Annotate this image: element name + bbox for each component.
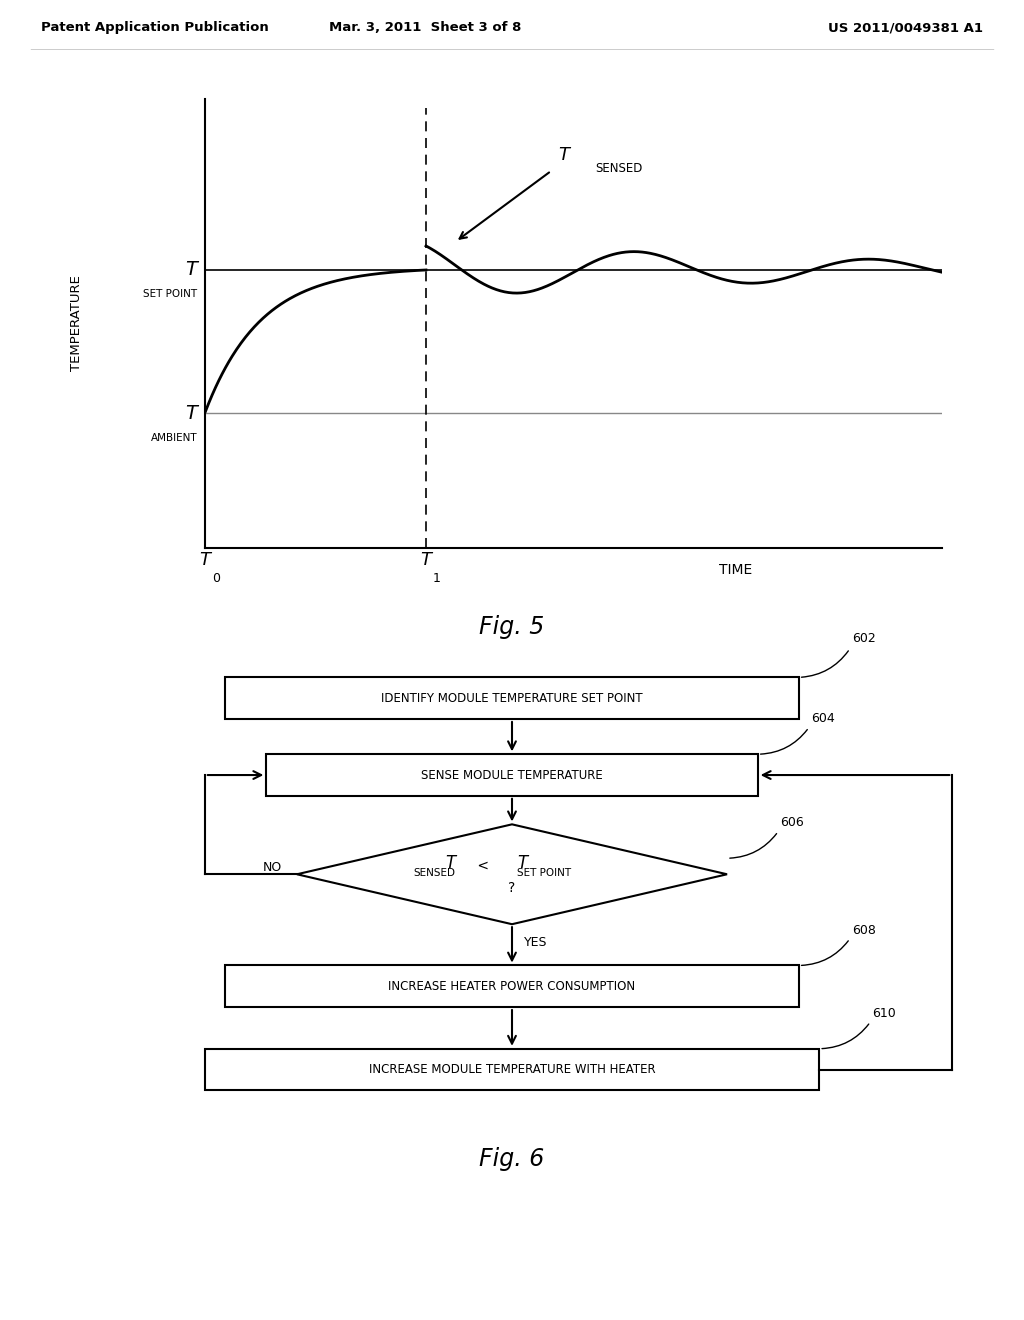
Bar <box>225 965 799 1007</box>
Text: SENSE MODULE TEMPERATURE: SENSE MODULE TEMPERATURE <box>421 768 603 781</box>
Text: SENSED: SENSED <box>596 162 643 176</box>
Bar <box>225 677 799 719</box>
Text: US 2011/0049381 A1: US 2011/0049381 A1 <box>828 21 983 34</box>
Text: Mar. 3, 2011  Sheet 3 of 8: Mar. 3, 2011 Sheet 3 of 8 <box>329 21 521 34</box>
Text: NO: NO <box>262 862 282 874</box>
Bar <box>266 754 758 796</box>
Text: T: T <box>445 854 456 871</box>
Text: SET POINT: SET POINT <box>143 289 198 300</box>
Text: ?: ? <box>508 882 516 895</box>
Text: Fig. 5: Fig. 5 <box>479 615 545 639</box>
Bar <box>205 1048 819 1090</box>
Text: IDENTIFY MODULE TEMPERATURE SET POINT: IDENTIFY MODULE TEMPERATURE SET POINT <box>381 692 643 705</box>
Text: TEMPERATURE: TEMPERATURE <box>71 276 83 371</box>
Text: 0: 0 <box>212 572 220 585</box>
Text: T: T <box>185 404 198 422</box>
Polygon shape <box>297 824 727 924</box>
Text: T: T <box>200 550 210 569</box>
Text: 604: 604 <box>811 713 835 726</box>
Text: SET POINT: SET POINT <box>517 869 571 878</box>
Text: T: T <box>185 260 198 279</box>
Text: <: < <box>473 859 494 873</box>
Text: Patent Application Publication: Patent Application Publication <box>41 21 268 34</box>
Text: Fig. 6: Fig. 6 <box>479 1147 545 1171</box>
Text: TIME: TIME <box>719 564 753 577</box>
Text: T: T <box>421 550 431 569</box>
Text: 608: 608 <box>852 924 876 937</box>
Text: INCREASE HEATER POWER CONSUMPTION: INCREASE HEATER POWER CONSUMPTION <box>388 979 636 993</box>
Text: AMBIENT: AMBIENT <box>151 433 198 442</box>
Text: 1: 1 <box>433 572 441 585</box>
Text: SENSED: SENSED <box>414 869 456 878</box>
Text: 606: 606 <box>780 817 804 829</box>
Text: 602: 602 <box>852 632 876 645</box>
Text: T: T <box>517 854 527 871</box>
Text: T: T <box>559 147 569 164</box>
Text: 610: 610 <box>872 1007 896 1020</box>
Text: YES: YES <box>524 936 548 949</box>
Text: INCREASE MODULE TEMPERATURE WITH HEATER: INCREASE MODULE TEMPERATURE WITH HEATER <box>369 1063 655 1076</box>
